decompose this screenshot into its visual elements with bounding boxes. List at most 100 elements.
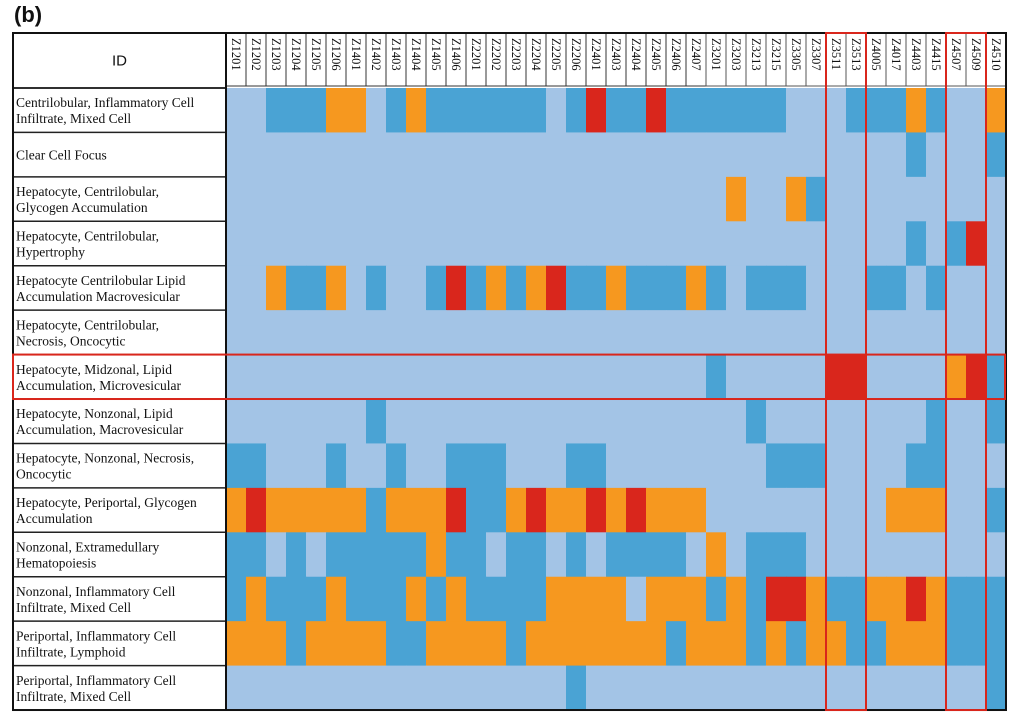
heatmap-cell [686,576,707,622]
heatmap-cell [666,176,687,222]
heatmap-cell [406,532,427,578]
heatmap-cell [766,532,787,578]
column-label: Z4509 [969,38,983,71]
heatmap-cell [506,621,527,667]
heatmap-cell [806,354,827,400]
heatmap-cell [846,354,867,400]
heatmap-cell [906,443,927,489]
column-label: Z4017 [889,38,903,71]
heatmap-cell [926,399,947,444]
column-label: Z2403 [609,38,623,71]
heatmap-cell [766,487,787,533]
heatmap-cell [526,576,547,622]
column-label: Z1201 [229,38,243,71]
heatmap-cell [246,354,267,400]
heatmap-cell [566,399,587,444]
heatmap-cell [526,132,547,178]
column-label: Z3511 [829,38,843,70]
heatmap-cell [606,176,627,222]
heatmap-cell [286,399,307,444]
heatmap-cell [346,443,367,489]
heatmap-cell [806,532,827,578]
heatmap-cell [346,665,367,711]
heatmap-cell [286,487,307,533]
column-label: Z1404 [409,38,423,71]
heatmap-cell [566,310,587,356]
heatmap-cell [806,665,827,711]
heatmap-cell [646,132,667,178]
row-label: Hepatocyte, Midzonal, Lipid [16,362,172,377]
heatmap-cell [966,310,987,356]
heatmap-cell [906,621,927,667]
highlight-row-box [12,353,1006,401]
heatmap-cell [766,176,787,222]
heatmap-cell [746,310,767,356]
heatmap-cell [566,665,587,711]
heatmap-cell [766,443,787,489]
heatmap-cell [706,665,727,711]
heatmap-cell [986,443,1007,489]
heatmap-cell [946,265,967,311]
heatmap-cell [266,132,287,178]
column-label: Z4510 [989,38,1003,71]
column-label: Z1206 [329,38,343,71]
heatmap-cell [666,443,687,489]
row-label: Accumulation, Macrovesicular [16,422,184,437]
heatmap-cell [626,310,647,356]
heatmap-cell [866,487,887,533]
heatmap-cell [606,221,627,267]
heatmap-cell [626,354,647,400]
heatmap-cell [846,265,867,311]
heatmap-cell [666,310,687,356]
heatmap-cell [846,221,867,267]
heatmap-cell [826,132,847,178]
heatmap-cell [386,621,407,667]
row-label: Nonzonal, Inflammatory Cell [16,584,176,599]
heatmap-cell [446,354,467,400]
heatmap-cell [286,310,307,356]
heatmap-cell [966,576,987,622]
heatmap-cell [686,176,707,222]
heatmap-cell [366,88,387,133]
heatmap-cell [666,576,687,622]
heatmap-cell [946,132,967,178]
heatmap-cell [646,621,667,667]
heatmap-cell [566,576,587,622]
heatmap-cell [266,221,287,267]
heatmap-cell [526,176,547,222]
heatmap-cell [366,132,387,178]
heatmap-cell [266,665,287,711]
heatmap-cell [526,310,547,356]
heatmap-cell [766,88,787,133]
heatmap-cell [746,265,767,311]
heatmap-cell [266,487,287,533]
heatmap-cell [786,443,807,489]
heatmap-cell [986,354,1007,400]
heatmap-cell [886,88,907,133]
heatmap-cell [326,132,347,178]
heatmap-cell [586,621,607,667]
heatmap-cell [866,665,887,711]
heatmap-cell [966,176,987,222]
heatmap-cell [646,399,667,444]
heatmap-cell [886,532,907,578]
heatmap-cell [866,310,887,356]
heatmap-cell [426,399,447,444]
heatmap-cell [826,354,847,400]
row-label: Hypertrophy [16,245,85,260]
heatmap-cell [406,487,427,533]
heatmap-cell [766,399,787,444]
heatmap-cell [506,221,527,267]
heatmap-cell [526,88,547,133]
heatmap-cell [426,176,447,222]
heatmap-cell [686,532,707,578]
row-label: Infiltrate, Mixed Cell [16,600,131,615]
heatmap-cell [686,221,707,267]
heatmap-cell [326,443,347,489]
heatmap-cell [346,532,367,578]
heatmap-cell [806,443,827,489]
heatmap-cell [286,443,307,489]
heatmap-cell [986,221,1007,267]
heatmap-cell [286,621,307,667]
heatmap-cell [366,487,387,533]
